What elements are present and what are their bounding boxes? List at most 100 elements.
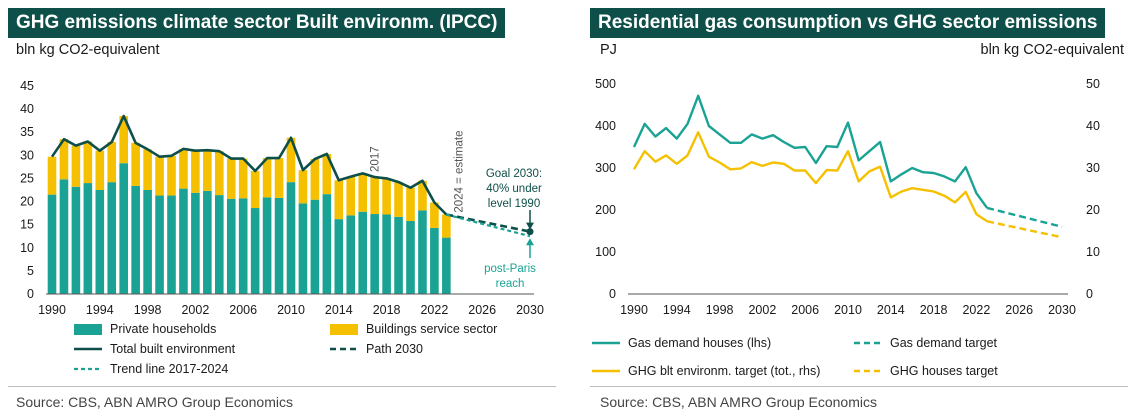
left-divider xyxy=(8,386,556,387)
legend-trend-line: Trend line 2017-2024 xyxy=(110,362,228,376)
annotation-post-paris: post-Paris xyxy=(484,263,536,275)
x-tick-label: 1998 xyxy=(706,303,734,317)
bar-buildings-service xyxy=(358,173,368,212)
x-tick-label: 2022 xyxy=(962,303,990,317)
bar-buildings-service xyxy=(47,156,57,195)
bar-private-households xyxy=(394,216,403,294)
bar-buildings-service xyxy=(214,151,224,196)
y-tick-label-right: 10 xyxy=(1086,245,1100,259)
legend-ghg-houses-target: GHG houses target xyxy=(890,364,998,378)
bar-private-households xyxy=(226,198,236,294)
bar-private-households xyxy=(346,215,356,294)
x-tick-label: 2026 xyxy=(1005,303,1033,317)
line-total-built-environment xyxy=(50,114,448,216)
legend-total-built-environment: Total built environment xyxy=(110,342,236,356)
line-ghg-built-env-target xyxy=(632,131,988,223)
legend-private-households-swatch xyxy=(74,324,102,335)
bar-buildings-service xyxy=(179,148,188,189)
line-path-2030 xyxy=(446,213,531,233)
bar-private-households xyxy=(59,179,69,294)
y-tick-label-left: 0 xyxy=(609,287,616,301)
bar-buildings-service xyxy=(131,142,140,186)
bar-buildings-service xyxy=(346,176,356,216)
bar-buildings-service xyxy=(406,187,415,221)
bar-buildings-service xyxy=(298,170,308,204)
left-chart-panel: GHG emissions climate sector Built envir… xyxy=(0,0,560,415)
y-tick-label: 0 xyxy=(27,287,34,301)
bar-private-households xyxy=(418,210,427,294)
x-tick-label: 2006 xyxy=(229,303,257,317)
y-tick-label: 20 xyxy=(20,195,34,209)
bar-private-households xyxy=(274,197,284,294)
bar-private-households xyxy=(107,182,117,294)
bar-private-households xyxy=(119,163,129,294)
bar-buildings-service xyxy=(238,158,248,199)
y-tick-label: 30 xyxy=(20,148,34,162)
bar-buildings-service xyxy=(262,158,272,198)
bar-private-households xyxy=(262,197,272,294)
x-tick-label: 2026 xyxy=(468,303,496,317)
bar-buildings-service xyxy=(155,156,164,196)
bar-private-households xyxy=(47,194,57,294)
bar-private-households xyxy=(167,195,176,294)
bar-buildings-service xyxy=(59,139,69,180)
bar-private-households xyxy=(442,237,451,294)
x-tick-label: 2014 xyxy=(325,303,353,317)
bar-buildings-service xyxy=(394,182,403,217)
y-tick-label: 45 xyxy=(20,79,34,93)
bar-buildings-service xyxy=(334,180,344,220)
bar-private-households xyxy=(406,220,415,294)
bar-private-households xyxy=(322,194,332,294)
y-tick-label-right: 0 xyxy=(1086,287,1093,301)
bar-buildings-service xyxy=(203,150,212,191)
bar-private-households xyxy=(95,190,105,294)
right-source: Source: CBS, ABN AMRO Group Economics xyxy=(600,394,877,410)
x-tick-label: 2018 xyxy=(920,303,948,317)
right-chart-panel: Residential gas consumption vs GHG secto… xyxy=(586,0,1132,415)
bar-buildings-service xyxy=(83,141,93,184)
legend-buildings-service: Buildings service sector xyxy=(366,322,497,336)
left-y-unit: bln kg CO2-equivalent xyxy=(16,42,160,58)
bar-private-households xyxy=(155,195,164,294)
bar-private-households xyxy=(250,208,260,294)
bar-private-households xyxy=(310,199,320,294)
y-tick-label-right: 20 xyxy=(1086,203,1100,217)
bar-buildings-service xyxy=(119,116,129,164)
y-tick-label: 15 xyxy=(20,218,34,232)
bar-private-households xyxy=(179,188,188,294)
x-tick-label: 1998 xyxy=(134,303,162,317)
bar-buildings-service xyxy=(322,153,332,195)
goal-2030-marker xyxy=(526,228,534,236)
x-tick-label: 1990 xyxy=(620,303,648,317)
x-tick-label: 2002 xyxy=(748,303,776,317)
annotation-goal-2030: level 1990 xyxy=(488,198,540,210)
bar-private-households xyxy=(143,190,152,294)
y-tick-label-left: 100 xyxy=(595,245,616,259)
line-trend-2017-2024 xyxy=(446,213,531,238)
bar-private-households xyxy=(83,183,93,294)
annotation-2017: 2017 xyxy=(370,146,382,172)
y-tick-label: 35 xyxy=(20,125,34,139)
bar-buildings-service xyxy=(286,137,296,183)
y-tick-label-right: 30 xyxy=(1086,161,1100,175)
left-chart-title: GHG emissions climate sector Built envir… xyxy=(8,8,506,38)
y-tick-label-left: 200 xyxy=(595,203,616,217)
bar-private-households xyxy=(370,214,379,294)
bar-private-households xyxy=(131,185,140,294)
left-chart-svg: 0 5 10 15 20 25 30 35 40 45 1990 1994 1998 2002 2006 20… xyxy=(20,79,544,376)
bar-buildings-service xyxy=(143,149,152,190)
x-tick-label: 1994 xyxy=(86,303,114,317)
legend-private-households: Private households xyxy=(110,322,216,336)
bar-private-households xyxy=(191,192,200,294)
bar-private-households xyxy=(298,203,308,294)
right-chart-title: Residential gas consumption vs GHG secto… xyxy=(590,8,1106,38)
x-tick-label: 2006 xyxy=(791,303,819,317)
bar-buildings-service xyxy=(442,214,451,238)
bar-private-households xyxy=(203,190,212,294)
legend-path-2030: Path 2030 xyxy=(366,342,423,356)
bar-buildings-service xyxy=(191,150,200,193)
bar-private-households xyxy=(214,195,224,294)
line-gas-demand-target xyxy=(986,206,1063,228)
bar-private-households xyxy=(71,186,81,294)
